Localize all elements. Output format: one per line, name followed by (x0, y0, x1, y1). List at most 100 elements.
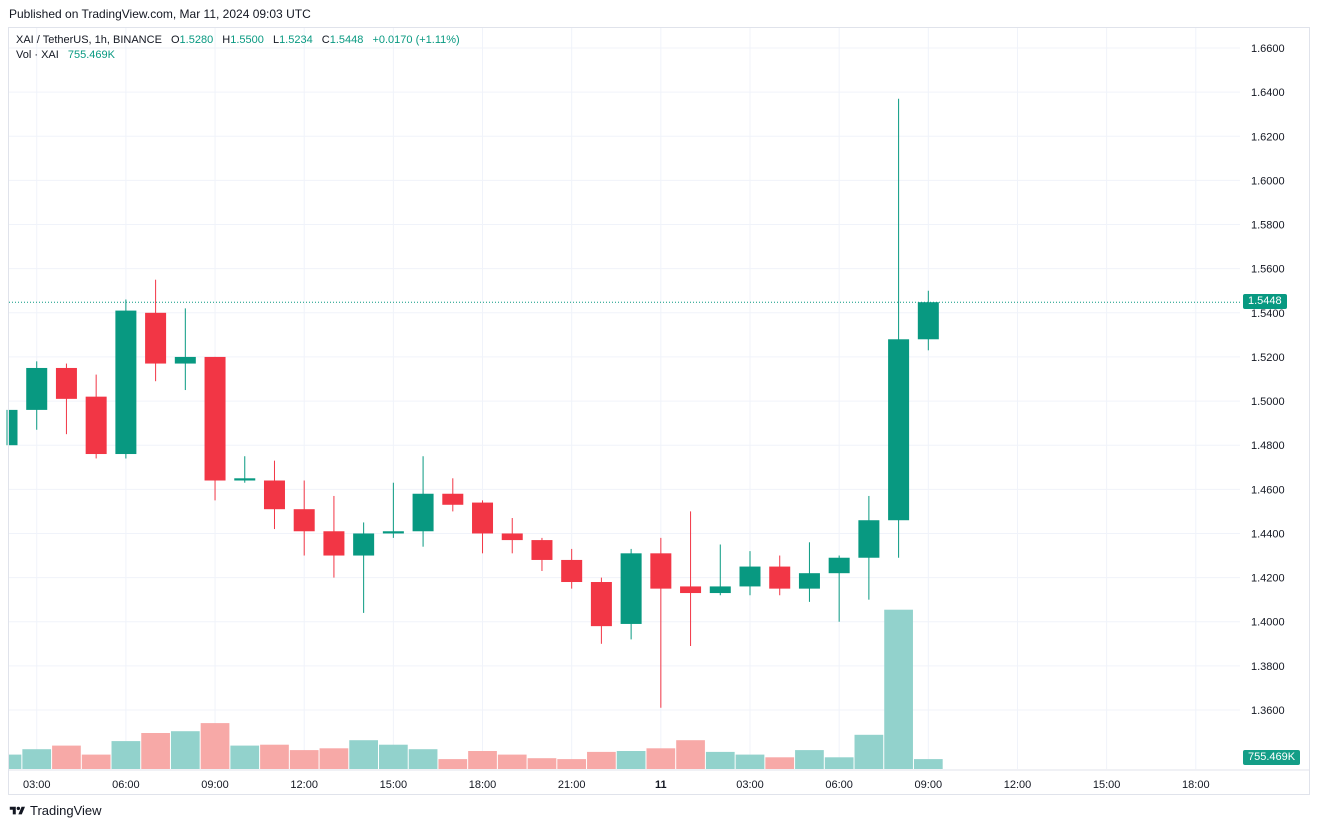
footer-brand[interactable]: TradingView (9, 803, 102, 818)
volume-row: Vol · XAI 755.469K (16, 48, 460, 63)
volume-bar (408, 749, 438, 769)
candle-body (828, 557, 850, 574)
candle-body (917, 302, 939, 340)
candle-body (26, 367, 48, 410)
price-tick-label: 1.4000 (1251, 617, 1285, 629)
candle-body (9, 409, 18, 446)
close-label: C (321, 34, 330, 46)
time-tick-label: 06:00 (825, 779, 853, 791)
time-tick-label: 12:00 (290, 779, 318, 791)
candle-body (382, 531, 404, 534)
volume-bar (527, 758, 557, 769)
volume-bar (111, 741, 141, 769)
volume-bar (22, 749, 52, 769)
volume-bar (795, 750, 824, 769)
volume-bar (468, 751, 497, 769)
candles (6, 98, 939, 708)
volume-bar (824, 757, 854, 769)
tradingview-logo-icon (9, 806, 25, 814)
price-tick-label: 1.6000 (1251, 175, 1285, 187)
candle-body (798, 573, 820, 589)
published-caption: Published on TradingView.com, Mar 11, 20… (9, 7, 311, 21)
high-value: 1.5500 (230, 34, 264, 46)
volume-bar (379, 744, 408, 769)
ohlc-row: XAI / TetherUS, 1h, BINANCE O1.5280 H1.5… (16, 33, 460, 48)
candle-body (650, 553, 672, 589)
candle-body (442, 493, 464, 505)
candle-body (561, 559, 583, 583)
price-tick-label: 1.5000 (1251, 396, 1285, 408)
change-value: +0.0170 (+1.11%) (372, 34, 460, 46)
candle-body (769, 566, 791, 589)
open-label: O (170, 34, 180, 46)
price-tick-label: 1.4600 (1251, 484, 1285, 496)
volume-value: 755.469K (67, 49, 115, 61)
time-tick-label: 11 (655, 779, 667, 791)
price-tick-label: 1.6400 (1251, 87, 1285, 99)
close-value: 1.5448 (329, 34, 364, 46)
volume-bar (289, 750, 319, 769)
time-tick-label: 18:00 (1182, 779, 1210, 791)
volume-bar (557, 759, 587, 769)
volume-bar (200, 723, 230, 769)
volume-bar (438, 759, 468, 769)
grid-lines (9, 28, 1310, 771)
candle-body (353, 533, 375, 556)
volume-bar (170, 731, 200, 769)
candle-body (174, 356, 196, 364)
candle-body (115, 310, 137, 455)
price-tick-label: 1.5800 (1251, 220, 1285, 232)
time-axis[interactable]: 03:00 06:00 09:00 12:00 15:00 18:00 21:00 11 03:… (23, 779, 1210, 791)
volume-bar (230, 745, 260, 769)
volume-bar (587, 751, 616, 769)
time-tick-label: 03:00 (23, 779, 51, 791)
volume-bars (9, 609, 943, 769)
volume-label[interactable]: Vol · XAI (16, 49, 59, 61)
time-tick-label: 18:00 (469, 779, 497, 791)
time-tick-label: 09:00 (201, 779, 229, 791)
price-tick-label: 1.4200 (1251, 573, 1285, 585)
price-tick-label: 1.4800 (1251, 440, 1285, 452)
price-tick-label: 1.3800 (1251, 661, 1285, 673)
candle-body (55, 367, 77, 399)
price-tick-label: 1.6600 (1251, 43, 1285, 55)
candle-body (531, 540, 553, 560)
volume-bar (81, 754, 111, 769)
low-value: 1.5234 (279, 34, 313, 46)
open-value: 1.5280 (179, 34, 214, 46)
price-tick-label: 1.3600 (1251, 705, 1285, 717)
time-tick-label: 06:00 (112, 779, 140, 791)
candle-body (204, 356, 226, 481)
volume-bar (497, 754, 527, 769)
candle-body (145, 312, 167, 364)
volume-bar (676, 740, 705, 769)
symbol-title[interactable]: XAI / TetherUS, 1h, BINANCE (16, 34, 162, 46)
volume-bar (616, 751, 646, 769)
candle-body (739, 566, 761, 587)
volume-bar (705, 751, 735, 769)
candle-body (501, 533, 523, 541)
candle-body (234, 478, 256, 481)
candle-body (263, 480, 285, 510)
candle-body (858, 520, 880, 558)
last-volume-badge: 755.469K (1243, 750, 1301, 766)
candle-body (888, 339, 910, 521)
volume-bar (141, 733, 170, 769)
candle-body (85, 396, 107, 455)
volume-bar (854, 734, 884, 769)
volume-bar (884, 609, 913, 769)
last-price-badge: 1.5448 (1243, 294, 1287, 310)
price-tick-label: 1.4400 (1251, 528, 1285, 540)
price-tick-label: 1.5200 (1251, 352, 1285, 364)
price-tick-label: 1.5600 (1251, 264, 1285, 276)
chart-frame (8, 27, 1310, 795)
high-label: H (222, 34, 231, 46)
candle-body (590, 582, 612, 627)
price-axis[interactable]: 1.3600 1.3800 1.4000 1.4200 1.4400 1.4600 1.48… (1251, 43, 1285, 717)
candle-body (412, 493, 434, 532)
candle-body (472, 502, 494, 534)
time-tick-label: 15:00 (380, 779, 408, 791)
low-label: L (272, 34, 280, 46)
candle-body (709, 586, 731, 594)
